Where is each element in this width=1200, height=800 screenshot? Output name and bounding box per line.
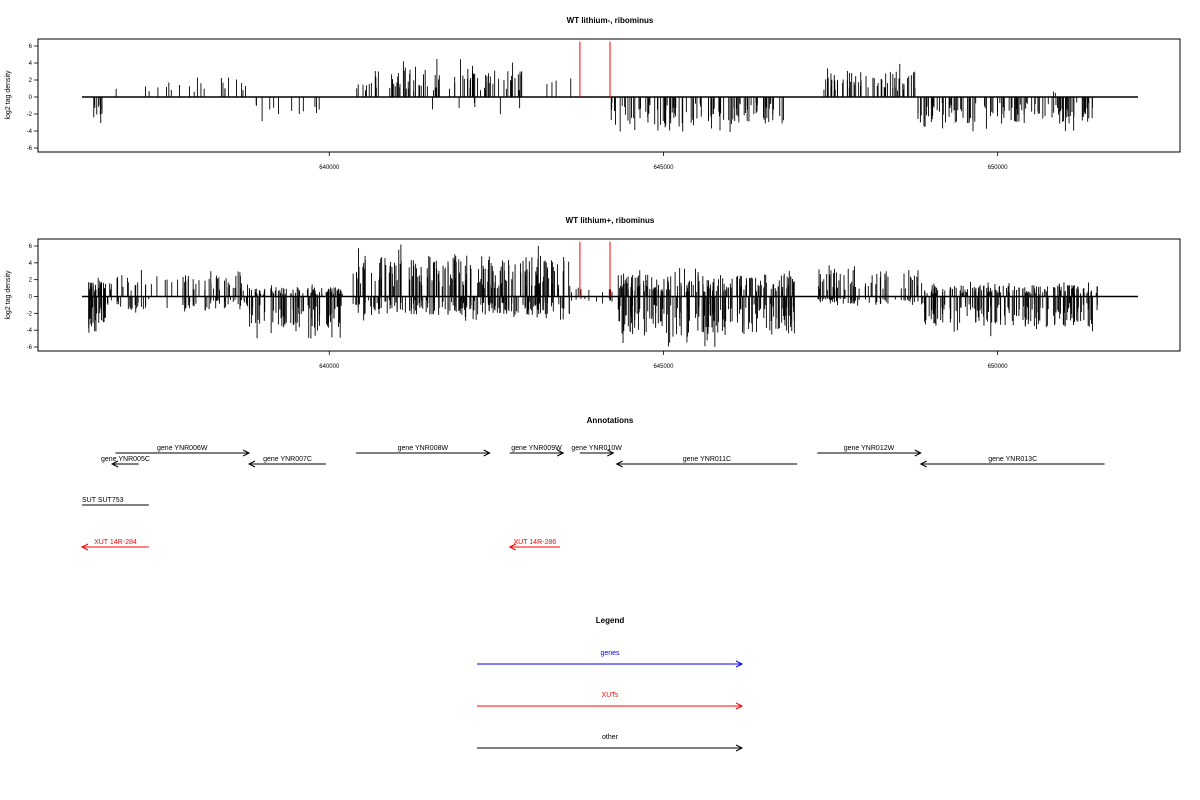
- y-tick-label: -2: [27, 112, 33, 118]
- arrow-head-left: [247, 460, 256, 468]
- feature-label: SUT SUT753: [82, 497, 124, 504]
- arrow-head-right: [242, 449, 251, 457]
- y-tick-label: 2: [29, 278, 33, 284]
- x-tick-label: 640000: [319, 364, 340, 370]
- x-tick-label: 645000: [653, 364, 674, 370]
- y-tick-label: 4: [29, 61, 33, 67]
- annotations-panel: Annotations gene YNR006W gene YNR005C gene …: [80, 416, 1105, 551]
- density-bars: [88, 244, 1098, 347]
- y-tick-label: 0: [29, 95, 33, 101]
- y-tick-label: 6: [29, 44, 33, 50]
- legend-label: other: [602, 734, 619, 741]
- x-tick-label: 645000: [653, 165, 674, 171]
- legend-label: XUTs: [602, 692, 619, 699]
- arrow-head-right: [914, 449, 922, 457]
- chart-title: WT lithium-, ribominus: [567, 16, 654, 25]
- legend-arrow-head: [735, 702, 744, 710]
- track-panel-lithium-minus: WT lithium-, ribominus 6 4 2 0 -2 -4 -6 log2 tag…: [5, 16, 1181, 171]
- arrow-head-right: [607, 449, 615, 457]
- feature-label: XUT 14R-286: [513, 539, 556, 546]
- y-tick-label: 2: [29, 78, 33, 84]
- y-axis-label: log2 tag density: [5, 270, 12, 320]
- feature-label: gene YNR006W: [157, 445, 208, 452]
- annotations-title: Annotations: [587, 416, 634, 425]
- arrow-head-left: [110, 460, 119, 468]
- y-axis-label: log2 tag density: [5, 70, 12, 120]
- arrow-head-left: [919, 460, 928, 468]
- track-panel-lithium-plus: WT lithium+, ribominus 6 4 2 0 -2 -4 -6 log2 tag…: [5, 216, 1181, 370]
- y-tick-label: -4: [27, 129, 33, 135]
- arrow-head-right: [556, 449, 565, 457]
- y-tick-label: 0: [29, 295, 33, 301]
- feature-label: gene YNR005C: [101, 456, 150, 463]
- chart-title: WT lithium+, ribominus: [566, 216, 655, 225]
- feature-label: gene YNR007C: [263, 456, 312, 463]
- feature-label: gene YNR011C: [683, 456, 731, 463]
- feature-label: gene YNR012W: [844, 445, 895, 452]
- y-tick-label: -6: [27, 345, 33, 351]
- arrow-head-left: [615, 460, 623, 468]
- legend-label: genes: [600, 650, 620, 657]
- legend-arrow-head: [735, 744, 744, 752]
- arrow-head-right: [483, 449, 491, 457]
- y-tick-label: -2: [27, 311, 33, 317]
- plot-frame: [37, 238, 1181, 352]
- feature-label: gene YNR010W: [571, 445, 622, 452]
- plot-frame: [37, 38, 1181, 153]
- y-tick-label: 6: [29, 244, 33, 250]
- arrow-head-left: [508, 543, 516, 551]
- feature-label: gene YNR009W: [511, 445, 562, 452]
- y-tick-label: -6: [27, 146, 33, 152]
- density-bars: [93, 58, 1093, 133]
- x-tick-label: 650000: [988, 165, 1009, 171]
- x-tick-label: 650000: [988, 364, 1009, 370]
- y-tick-label: 4: [29, 261, 33, 267]
- y-tick-label: -4: [27, 328, 33, 334]
- legend-title: Legend: [596, 616, 625, 625]
- arrow-head-left: [80, 543, 89, 551]
- feature-label: XUT 14R-284: [94, 539, 137, 546]
- legend-arrow-head: [735, 660, 744, 668]
- feature-label: gene YNR013C: [988, 456, 1037, 463]
- legend-panel: Legend genes XUTs other: [477, 616, 744, 752]
- x-tick-label: 640000: [319, 165, 340, 171]
- feature-label: gene YNR008W: [398, 445, 449, 452]
